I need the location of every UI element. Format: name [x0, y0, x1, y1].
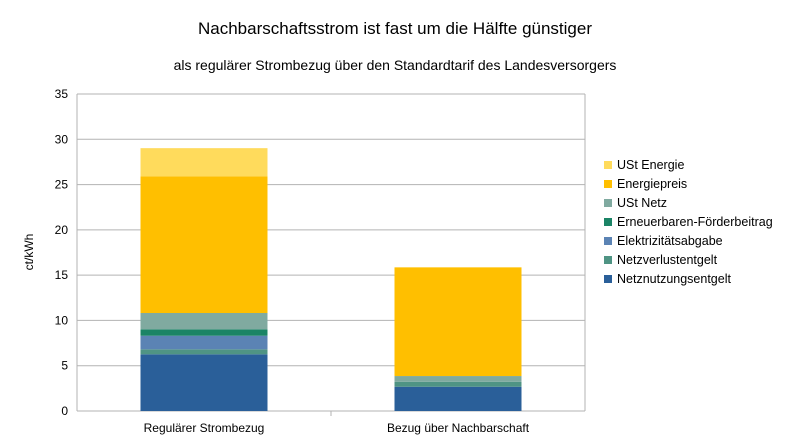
y-axis-label: ct/kWh: [22, 234, 36, 271]
legend-entry: Netzverlustentgelt: [617, 253, 718, 267]
y-tick-label: 25: [55, 178, 69, 192]
chart-subtitle: als regulärer Strombezug über den Standa…: [174, 57, 617, 73]
y-tick-label: 20: [55, 223, 69, 237]
legend-swatch: [604, 275, 612, 283]
legend-entry: USt Energie: [617, 158, 684, 172]
bar-segment: [394, 381, 522, 387]
bar-segment: [140, 176, 268, 314]
y-tick-label: 15: [55, 268, 69, 282]
bar-segment: [140, 335, 268, 350]
bar-segment: [140, 148, 268, 177]
bar-segment: [140, 329, 268, 336]
y-tick-label: 5: [61, 359, 68, 373]
legend-swatch: [604, 256, 612, 264]
legend-swatch: [604, 180, 612, 188]
legend-entry: USt Netz: [617, 196, 667, 210]
legend-entry: Erneuerbaren-Förderbeitrag: [617, 215, 773, 229]
bar-segment: [140, 354, 268, 411]
bar-segment: [140, 313, 268, 330]
legend-entry: Elektrizitätsabgabe: [617, 234, 723, 248]
bar-segment: [394, 267, 522, 377]
y-tick-label: 35: [55, 87, 69, 101]
chart-title: Nachbarschaftsstrom ist fast um die Hälf…: [198, 19, 592, 38]
bar-segment: [140, 349, 268, 355]
legend-swatch: [604, 237, 612, 245]
legend-entry: Netznutzungsentgelt: [617, 272, 731, 286]
bar-segment: [394, 386, 522, 411]
y-tick-label: 10: [55, 313, 69, 327]
legend-swatch: [604, 199, 612, 207]
legend-swatch: [604, 161, 612, 169]
legend-entry: Energiepreis: [617, 177, 687, 191]
legend-swatch: [604, 218, 612, 226]
bar-segment: [394, 376, 522, 382]
x-tick-label: Bezug über Nachbarschaft: [387, 421, 530, 435]
x-tick-label: Regulärer Strombezug: [144, 421, 265, 435]
y-tick-label: 0: [61, 404, 68, 418]
y-tick-label: 30: [55, 132, 69, 146]
